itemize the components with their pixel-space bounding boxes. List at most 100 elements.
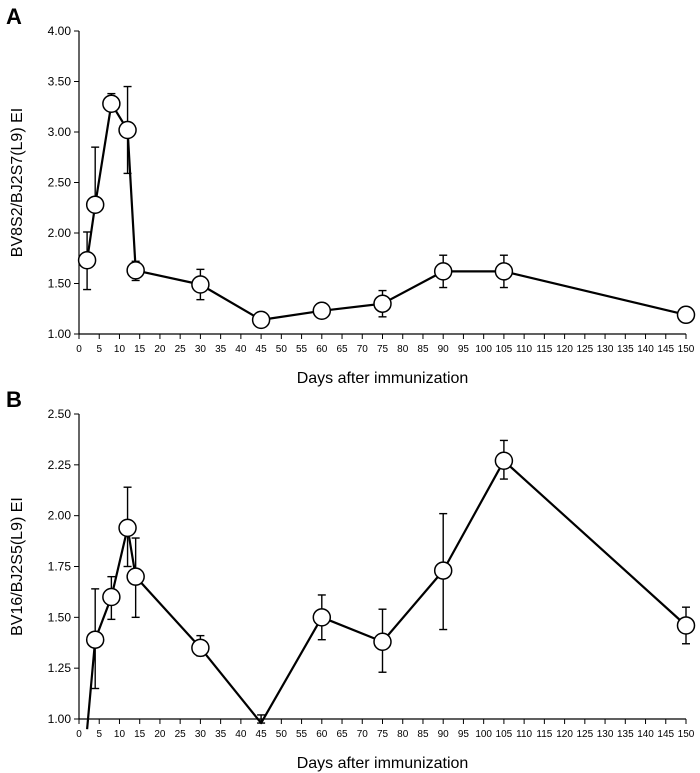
x-tick-label: 15: [134, 729, 146, 740]
data-point: [676, 305, 696, 325]
x-tick-label: 85: [417, 729, 429, 740]
y-tick-label: 1.00: [48, 327, 72, 341]
x-tick-label: 140: [637, 344, 654, 355]
series-line: [86, 102, 687, 321]
y-tick-label: 2.00: [48, 226, 72, 240]
data-point: [433, 561, 453, 580]
data-point: [85, 630, 105, 649]
x-tick-label: 35: [215, 729, 227, 740]
x-tick-label: 145: [657, 344, 674, 355]
x-tick-label: 125: [576, 344, 593, 355]
x-tick-label: 130: [597, 729, 614, 740]
x-tick-label: 80: [397, 729, 409, 740]
x-tick-label: 10: [114, 344, 126, 355]
x-tick-label: 55: [296, 344, 308, 355]
x-tick-label: 20: [154, 344, 166, 355]
x-tick-label: 90: [438, 729, 450, 740]
x-tick-label: 45: [256, 729, 268, 740]
x-tick-label: 75: [377, 729, 389, 740]
x-tick-label: 100: [475, 344, 492, 355]
y-tick-label: 4.00: [48, 24, 72, 38]
data-point: [77, 251, 97, 270]
x-tick-label: 20: [154, 729, 166, 740]
x-tick-label: 65: [336, 729, 348, 740]
x-tick-label: 145: [657, 729, 674, 740]
x-tick-label: 135: [617, 344, 634, 355]
data-point: [373, 632, 392, 651]
x-tick-label: 75: [377, 344, 389, 355]
data-point: [102, 587, 121, 607]
x-tick-label: 15: [134, 344, 146, 355]
x-tick-label: 85: [417, 344, 429, 355]
x-tick-label: 45: [256, 344, 268, 355]
data-point: [312, 301, 332, 321]
x-tick-label: 105: [496, 729, 513, 740]
data-point: [126, 567, 145, 586]
data-point: [433, 262, 453, 281]
y-tick-label: 1.00: [48, 712, 72, 726]
x-tick-label: 125: [576, 729, 593, 740]
y-axis-title: BV16/BJ2S5(L9) EI: [9, 497, 26, 636]
x-tick-label: 10: [114, 729, 126, 740]
x-tick-label: 25: [175, 729, 187, 740]
x-tick-label: 90: [438, 344, 450, 355]
x-tick-label: 30: [195, 729, 207, 740]
x-tick-label: 110: [516, 729, 532, 740]
x-tick-label: 120: [556, 344, 573, 355]
data-point: [191, 275, 210, 294]
y-tick-label: 1.25: [48, 661, 72, 675]
x-tick-label: 65: [336, 344, 348, 355]
data-point: [494, 262, 514, 281]
x-axis-title: Days after immunization: [297, 370, 469, 387]
data-point: [251, 310, 271, 330]
x-tick-label: 55: [296, 729, 308, 740]
x-tick-label: 115: [536, 344, 552, 355]
x-tick-label: 150: [678, 729, 695, 740]
x-tick-label: 95: [458, 729, 470, 740]
panel-b: B 1.00 1.25 1.50 1.75 2.00 2.25 2.50 0 5 10 15 20 25 3…: [6, 387, 696, 772]
x-tick-label: 110: [516, 344, 532, 355]
data-point: [102, 94, 121, 113]
data-point: [191, 638, 210, 658]
series-line: [86, 459, 687, 730]
y-tick-label: 1.50: [48, 610, 72, 624]
data-point: [118, 120, 137, 140]
y-tick-label: 2.25: [48, 458, 72, 472]
y-tick-label: 2.00: [48, 509, 72, 523]
x-tick-label: 5: [96, 729, 102, 740]
x-tick-label: 120: [556, 729, 573, 740]
y-tick-label: 1.75: [48, 560, 72, 574]
y-tick-label: 2.50: [48, 176, 72, 190]
x-tick-label: 130: [597, 344, 614, 355]
x-tick-label: 115: [536, 729, 552, 740]
x-axis-title: Days after immunization: [297, 755, 469, 772]
y-tick-label: 3.50: [48, 75, 72, 89]
x-tick-label: 70: [357, 729, 369, 740]
x-tick-label: 50: [276, 344, 288, 355]
x-tick-label: 70: [357, 344, 369, 355]
x-tick-label: 40: [235, 729, 247, 740]
data-point: [118, 518, 137, 538]
error-bar: [257, 714, 266, 724]
x-tick-label: 35: [215, 344, 227, 355]
x-tick-label: 105: [496, 344, 513, 355]
x-tick-label: 50: [276, 729, 288, 740]
y-axis-title: BV8S2/BJ2S7(L9) EI: [9, 108, 26, 257]
x-tick-label: 60: [316, 729, 328, 740]
x-tick-label: 100: [475, 729, 492, 740]
data-point: [494, 451, 514, 471]
x-tick-label: 30: [195, 344, 207, 355]
x-tick-label: 25: [175, 344, 187, 355]
data-point: [373, 294, 392, 313]
data-point: [126, 261, 145, 280]
x-tick-label: 140: [637, 729, 654, 740]
panel-a: A 1.00 1.50 2.00 2.50 3.00 3.50 4.00 0 5 10 15 20 25 3…: [6, 4, 696, 387]
x-tick-label: 5: [96, 344, 102, 355]
data-point: [312, 608, 332, 627]
x-tick-label: 80: [397, 344, 409, 355]
x-tick-label: 150: [678, 344, 695, 355]
data-point: [85, 195, 105, 214]
y-tick-label: 3.00: [48, 125, 72, 139]
x-tick-label: 95: [458, 344, 470, 355]
